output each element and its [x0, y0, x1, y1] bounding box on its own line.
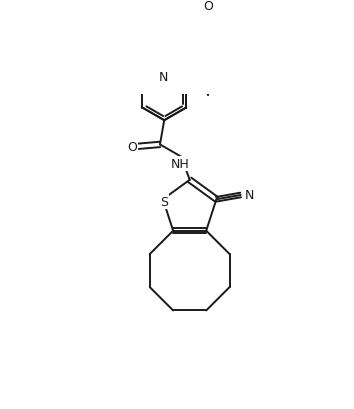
- Text: N: N: [245, 189, 255, 202]
- Text: O: O: [127, 140, 137, 153]
- Text: S: S: [160, 196, 169, 209]
- Text: O: O: [203, 0, 213, 13]
- Text: NH: NH: [170, 158, 189, 171]
- Text: N: N: [159, 71, 168, 84]
